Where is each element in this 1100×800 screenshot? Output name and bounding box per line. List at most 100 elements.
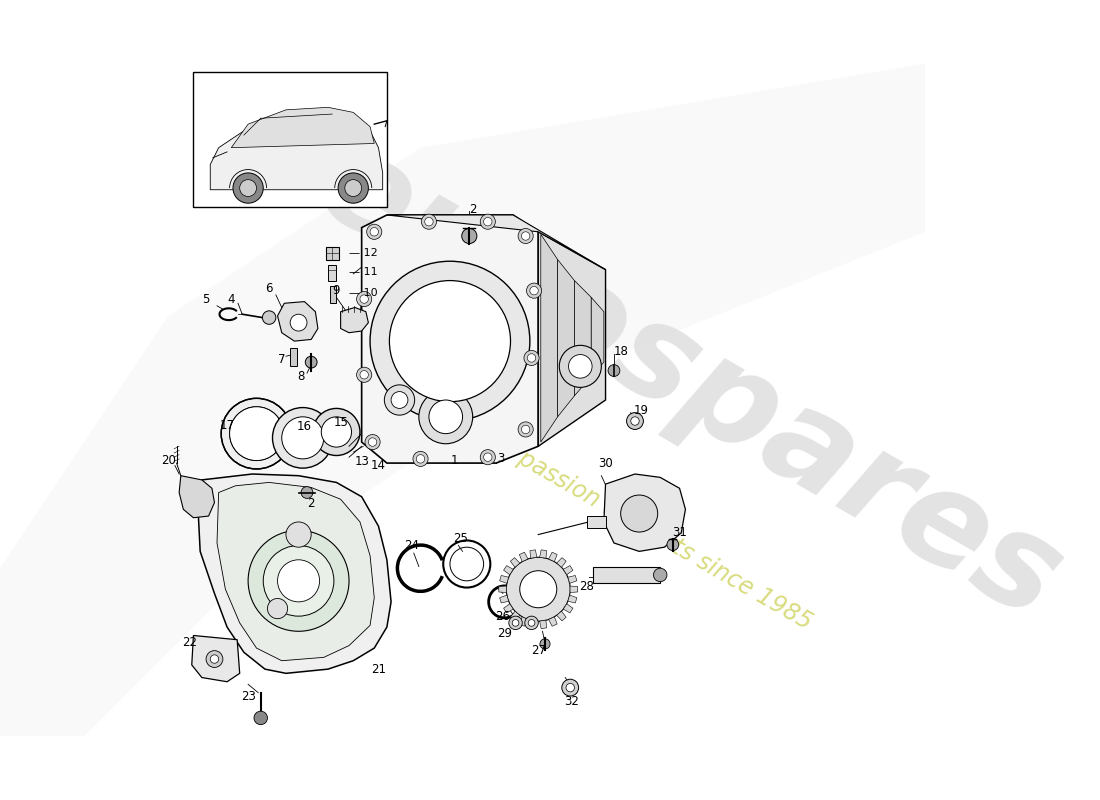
Circle shape — [521, 232, 530, 240]
Text: 18: 18 — [613, 345, 628, 358]
Text: 2: 2 — [469, 203, 476, 217]
Circle shape — [356, 291, 372, 306]
Text: 22: 22 — [182, 636, 197, 649]
Text: 29: 29 — [497, 627, 513, 640]
Bar — [328, 266, 337, 281]
Circle shape — [518, 229, 534, 243]
Bar — [194, 72, 387, 206]
Circle shape — [412, 451, 428, 466]
Circle shape — [286, 522, 311, 547]
Circle shape — [360, 370, 368, 379]
Polygon shape — [557, 558, 566, 567]
Circle shape — [356, 367, 372, 382]
Polygon shape — [540, 550, 547, 558]
Circle shape — [290, 314, 307, 331]
Circle shape — [366, 224, 382, 239]
Polygon shape — [519, 617, 528, 626]
Bar — [330, 286, 336, 303]
Polygon shape — [510, 611, 520, 621]
Circle shape — [263, 546, 334, 616]
Polygon shape — [341, 307, 368, 333]
Circle shape — [481, 214, 495, 230]
Bar — [327, 247, 339, 259]
Polygon shape — [574, 281, 592, 396]
Polygon shape — [362, 215, 538, 463]
Polygon shape — [540, 620, 547, 629]
Circle shape — [421, 214, 437, 230]
Text: 26: 26 — [495, 610, 510, 623]
Polygon shape — [568, 575, 576, 583]
Text: 2: 2 — [307, 497, 315, 510]
Circle shape — [569, 354, 592, 378]
Circle shape — [301, 486, 312, 498]
Polygon shape — [179, 476, 214, 518]
Text: 5: 5 — [202, 293, 210, 306]
Circle shape — [524, 350, 539, 366]
Circle shape — [630, 417, 639, 426]
Text: 4: 4 — [228, 293, 235, 306]
Text: — 10: — 10 — [349, 288, 377, 298]
Circle shape — [509, 616, 522, 630]
Text: 31: 31 — [672, 526, 688, 539]
Bar — [593, 566, 660, 583]
Circle shape — [344, 180, 362, 197]
Circle shape — [360, 295, 368, 303]
Text: 25: 25 — [453, 532, 469, 546]
Text: 20: 20 — [161, 454, 176, 467]
Circle shape — [368, 438, 377, 446]
Polygon shape — [198, 474, 392, 674]
Circle shape — [653, 568, 667, 582]
Polygon shape — [504, 566, 514, 574]
Circle shape — [566, 683, 574, 692]
Circle shape — [513, 619, 519, 626]
Text: 19: 19 — [634, 403, 648, 417]
Polygon shape — [592, 298, 604, 377]
Circle shape — [667, 538, 679, 550]
Circle shape — [282, 417, 323, 459]
Text: 9: 9 — [332, 284, 340, 297]
Circle shape — [389, 281, 510, 402]
Polygon shape — [538, 232, 605, 446]
Circle shape — [210, 655, 219, 663]
Text: 23: 23 — [241, 690, 255, 702]
Polygon shape — [568, 595, 576, 603]
Circle shape — [263, 311, 276, 324]
Polygon shape — [191, 635, 240, 682]
Circle shape — [562, 679, 579, 696]
Circle shape — [370, 227, 378, 236]
Text: 21: 21 — [371, 662, 386, 676]
Polygon shape — [510, 558, 520, 567]
Circle shape — [528, 619, 535, 626]
Circle shape — [484, 453, 492, 462]
Polygon shape — [499, 575, 508, 583]
Circle shape — [525, 616, 538, 630]
Circle shape — [277, 560, 320, 602]
Text: 6: 6 — [265, 282, 273, 294]
Circle shape — [518, 422, 534, 437]
Circle shape — [206, 650, 223, 667]
Circle shape — [520, 570, 557, 608]
Circle shape — [338, 173, 368, 203]
Polygon shape — [519, 552, 528, 562]
Circle shape — [521, 426, 530, 434]
Polygon shape — [549, 552, 558, 562]
Circle shape — [527, 283, 541, 298]
Text: 14: 14 — [371, 459, 386, 472]
Polygon shape — [570, 586, 578, 593]
Polygon shape — [530, 550, 537, 558]
Text: 7: 7 — [278, 353, 286, 366]
Circle shape — [429, 400, 463, 434]
Text: 24: 24 — [405, 539, 419, 552]
Circle shape — [540, 639, 550, 649]
Polygon shape — [549, 617, 558, 626]
Text: 1: 1 — [450, 454, 458, 467]
Circle shape — [620, 495, 658, 532]
Circle shape — [462, 229, 477, 243]
Circle shape — [365, 434, 381, 450]
Polygon shape — [217, 482, 374, 661]
Text: 15: 15 — [333, 416, 348, 430]
Polygon shape — [557, 611, 566, 621]
Circle shape — [321, 417, 352, 447]
Polygon shape — [498, 586, 506, 593]
Ellipse shape — [230, 406, 284, 461]
